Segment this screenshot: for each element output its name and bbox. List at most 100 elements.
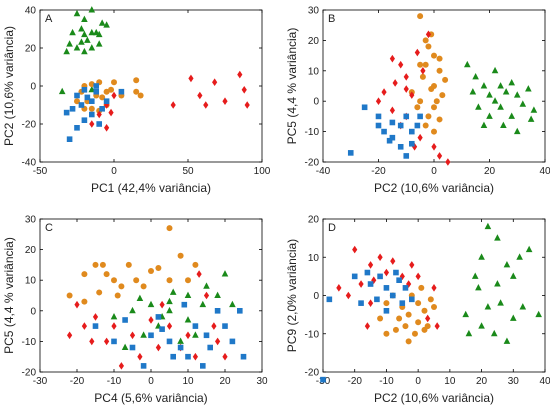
data-point-blue-square (92, 323, 99, 329)
data-point-red-diamond (417, 133, 423, 142)
data-point-green-triangle (491, 66, 499, 74)
data-point-blue-square (402, 285, 409, 291)
data-point-green-triangle (471, 272, 479, 279)
data-point-red-diamond (104, 124, 110, 132)
data-point-orange-circle (431, 303, 437, 310)
data-point-blue-square (229, 338, 236, 345)
data-point-orange-circle (118, 283, 125, 290)
y-tick-label: 20 (308, 36, 320, 47)
data-point-orange-circle (140, 283, 147, 290)
data-point-red-diamond (377, 253, 383, 262)
data-point-blue-square (140, 363, 147, 369)
series-blue (347, 104, 423, 159)
data-point-red-diamond (409, 261, 415, 269)
data-point-blue-square (93, 88, 100, 95)
data-point-red-diamond (237, 70, 243, 79)
data-point-green-triangle (63, 47, 70, 55)
data-point-red-diamond (414, 48, 420, 57)
data-point-orange-circle (133, 277, 140, 284)
x-axis-label: PC2 (10,6% variância) (374, 391, 494, 405)
data-point-green-triangle (486, 112, 493, 119)
data-point-red-diamond (431, 143, 437, 151)
data-point-green-triangle (78, 25, 85, 32)
data-point-orange-circle (88, 81, 95, 88)
y-tick-label: -10 (305, 329, 320, 340)
plot-frame (39, 218, 263, 373)
data-point-red-diamond (358, 280, 364, 288)
panel-letter: A (45, 13, 53, 25)
data-point-green-triangle (192, 331, 199, 338)
data-point-blue-square (200, 363, 206, 369)
data-point-blue-square (417, 113, 423, 120)
data-point-red-diamond (108, 108, 114, 117)
data-point-blue-square (78, 102, 85, 108)
data-point-red-diamond (425, 314, 431, 323)
data-point-orange-circle (111, 277, 117, 284)
data-point-red-diamond (203, 101, 209, 109)
data-point-blue-square (69, 106, 76, 112)
data-point-green-triangle (503, 337, 511, 344)
data-point-orange-circle (422, 37, 429, 44)
data-point-blue-square (367, 281, 374, 287)
data-point-red-diamond (445, 158, 451, 166)
data-point-blue-square (351, 273, 358, 280)
data-point-blue-square (118, 88, 125, 95)
data-point-orange-circle (396, 315, 403, 322)
data-point-green-triangle (221, 270, 229, 277)
data-point-red-diamond (415, 272, 421, 281)
y-axis-label: PC5 (4,4 % variância) (2, 237, 16, 354)
data-point-blue-square (403, 153, 410, 159)
data-point-red-diamond (222, 352, 228, 361)
panel-letter: B (328, 13, 335, 25)
x-tick-label: -20 (371, 166, 386, 177)
data-point-green-triangle (199, 300, 207, 308)
series-blue (63, 83, 125, 142)
y-tick-label: 0 (30, 306, 36, 317)
data-point-green-triangle (95, 40, 103, 47)
data-point-orange-circle (177, 252, 184, 259)
data-point-orange-circle (383, 300, 390, 307)
y-tick-label: 10 (308, 66, 320, 77)
data-point-blue-square (374, 296, 380, 303)
data-point-red-diamond (192, 352, 198, 361)
data-point-orange-circle (192, 261, 199, 268)
data-point-green-triangle (84, 36, 91, 43)
data-point-green-triangle (480, 82, 488, 89)
data-point-orange-circle (417, 61, 424, 68)
data-point-blue-square (383, 308, 390, 314)
data-point-green-triangle (88, 44, 96, 51)
data-point-orange-circle (392, 326, 399, 333)
data-point-red-diamond (212, 78, 218, 86)
y-axis-label: PC9 (2,0% variância) (285, 239, 299, 352)
data-point-red-diamond (92, 313, 99, 321)
data-point-red-diamond (367, 299, 374, 307)
y-axis-label: PC2 (10,6% variância) (2, 26, 16, 146)
data-point-blue-square (389, 134, 396, 141)
y-tick-label: 40 (25, 6, 37, 17)
data-point-orange-circle (133, 77, 140, 84)
data-point-orange-circle (99, 94, 106, 101)
data-point-green-triangle (480, 121, 488, 128)
data-point-red-diamond (104, 337, 110, 346)
data-point-green-triangle (73, 44, 81, 51)
data-point-blue-square (89, 111, 95, 118)
data-point-blue-square (81, 87, 88, 93)
data-point-orange-circle (431, 104, 437, 111)
data-point-red-diamond (203, 291, 210, 300)
data-point-orange-circle (431, 52, 437, 59)
x-tick-label: -10 (107, 376, 122, 387)
x-tick-label: -10 (379, 376, 394, 387)
plot-frame (322, 218, 546, 373)
x-tick-label: -30 (33, 376, 48, 387)
x-tick-label: 20 (219, 376, 231, 387)
data-point-green-triangle (166, 306, 173, 314)
x-tick-label: 0 (111, 166, 117, 177)
data-point-red-diamond (431, 284, 437, 292)
x-tick-label: 10 (182, 376, 194, 387)
data-point-red-diamond (364, 322, 370, 330)
data-point-red-diamond (81, 322, 87, 330)
data-point-orange-circle (411, 330, 418, 337)
data-point-green-triangle (472, 72, 479, 80)
